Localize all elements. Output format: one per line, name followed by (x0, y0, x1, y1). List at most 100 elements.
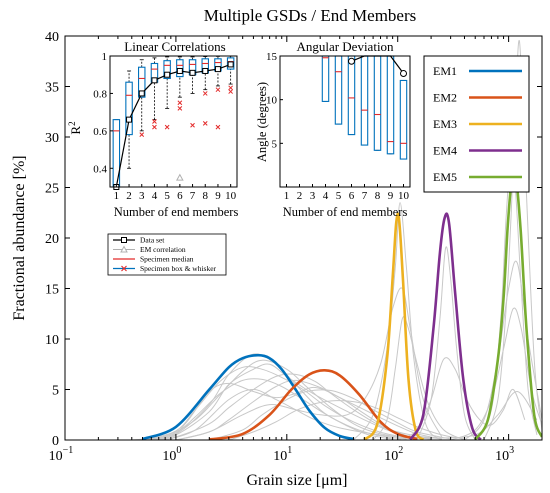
x-tick-label-0: 100 (162, 445, 181, 464)
ad-x-tick-label-10: 10 (398, 190, 410, 202)
lc-box-6 (176, 59, 184, 78)
inset-lc-ylabel-sup: 2 (67, 121, 77, 126)
y-tick-label-15: 15 (45, 283, 59, 298)
inset-ad-title: Angular Deviation (296, 39, 394, 54)
specimen-line-5 (158, 373, 442, 440)
inset-ad-frame (279, 55, 411, 188)
legend-label-em5: EM5 (433, 170, 457, 184)
ad-data-set-marker-10 (400, 69, 407, 77)
lc-x-tick-label-4: 4 (152, 190, 158, 202)
inset-legend-label-data: Data set (140, 236, 165, 245)
inset-lc-ylabel-base: R (68, 126, 83, 135)
lc-outlier-2 (152, 119, 157, 124)
specimen-line-17 (474, 155, 538, 440)
lc-outlier-11 (215, 87, 221, 93)
inset-ad-marks (321, 55, 408, 160)
series-line-em1 (142, 353, 354, 440)
lc-outlier-4 (164, 124, 170, 130)
x-axis-label: Grain size [μm] (247, 472, 348, 489)
ad-x-tick-label-6: 6 (349, 190, 355, 202)
specimen-line-9 (151, 378, 393, 440)
lc-box-5 (163, 60, 171, 80)
inset-lc-title: Linear Correlations (124, 39, 225, 54)
x-tick-label-3: 103 (495, 445, 514, 464)
inset-lc-ylabel: R2 (67, 121, 83, 134)
inset-angular-deviation: Angular Deviation Number of end members … (255, 39, 411, 219)
series-line-em4 (409, 212, 482, 440)
inset-ad-ylabel: Angle (degrees) (255, 82, 269, 162)
series-line-em2 (209, 368, 418, 440)
lc-outlier-8 (202, 121, 208, 126)
lc-em-correlation-marker (176, 173, 184, 181)
series-line-em3 (363, 212, 425, 440)
lc-outlier-10 (215, 124, 221, 130)
lc-box-2 (125, 81, 133, 136)
inset-linear-correlations: Linear Correlations Number of end member… (67, 39, 238, 219)
inset-legend-marker-emcorr (120, 245, 128, 253)
inset-lc-frame (109, 55, 238, 188)
lc-data-set-marker-5 (164, 71, 171, 78)
inset-legend-label-box: Specimen box & whisker (140, 264, 217, 273)
lc-data-set-marker-6 (176, 67, 183, 74)
main-title: Multiple GSDs / End Members (204, 6, 417, 25)
ad-data-set-marker-6 (348, 57, 355, 65)
inset-legend-label-median: Specimen median (140, 255, 194, 264)
x-tick-label-exp: 3 (509, 445, 514, 456)
inset-lc-xlabel: Number of end members (114, 205, 239, 219)
x-tick-label-2: 102 (384, 445, 403, 464)
x-tick-label-exp: 2 (398, 445, 403, 456)
lc-outlier-1 (139, 132, 145, 137)
lc-y-tick-label-0.4: 0.4 (93, 163, 107, 175)
lc-x-tick-label-3: 3 (139, 190, 145, 202)
inset-ad-background (272, 56, 410, 201)
y-tick-label-20: 20 (45, 232, 59, 247)
x-tick-label-1: 101 (273, 445, 292, 464)
x-tick-label-base: 10 (384, 449, 398, 464)
specimen-line-8 (209, 389, 451, 440)
x-tick-label-exp: 0 (176, 445, 181, 456)
lc-x-tick-label-10: 10 (225, 190, 237, 202)
lc-x-tick-label-9: 9 (215, 190, 221, 202)
x-tick-label-base: 10 (162, 449, 176, 464)
lc-x-tick-label-8: 8 (203, 190, 209, 202)
ad-x-tick-label-2: 2 (297, 190, 303, 202)
lc-y-tick-label-0.6: 0.6 (93, 126, 107, 138)
inset-lc-axes: 1 2 3 4 5 6 7 8 9 100.40.60.81 (93, 51, 236, 202)
lc-outlier-12 (228, 85, 234, 91)
legend-label-em4: EM4 (433, 144, 457, 158)
x-tick-label-−1: 10−1 (49, 445, 74, 464)
x-tick-label-exp: 1 (287, 445, 292, 456)
lc-data-set-marker-10 (227, 61, 234, 68)
inset-legend-label-emcorr: EM correlation (140, 245, 186, 254)
specimen-line-12 (175, 287, 443, 440)
y-tick-label-40: 40 (45, 30, 59, 45)
lc-outlier-5 (177, 100, 183, 106)
ad-x-tick-label-5: 5 (336, 190, 342, 202)
ad-x-tick-label-8: 8 (375, 190, 381, 202)
lc-outlier-9 (202, 91, 208, 96)
ad-x-tick-label-1: 1 (284, 190, 290, 202)
lc-y-tick-label-1: 1 (102, 51, 108, 63)
y-tick-label-35: 35 (45, 81, 59, 96)
ad-box-10 (399, 79, 408, 160)
legend-label-em3: EM3 (433, 117, 457, 131)
end-member-legend: EM1 EM2 EM3 EM4 EM5 (423, 55, 530, 193)
lc-box-10 (226, 57, 235, 70)
y-tick-label-30: 30 (45, 131, 59, 146)
ad-y-tick-label-10: 10 (266, 95, 278, 107)
specimen-line-15 (416, 246, 476, 440)
y-tick-label-10: 10 (45, 333, 59, 348)
x-tick-label-base: 10 (273, 449, 287, 464)
y-tick-label-0: 0 (52, 434, 59, 449)
ad-x-tick-label-3: 3 (310, 190, 316, 202)
x-tick-label-base: 10 (49, 449, 63, 464)
x-tick-label-exp: −1 (63, 445, 74, 456)
lc-data-set-marker-3 (138, 90, 145, 97)
lc-x-tick-label-6: 6 (177, 190, 183, 202)
lc-data-set-marker-7 (189, 69, 196, 76)
lc-x-tick-label-1: 1 (114, 190, 120, 202)
lc-x-tick-label-7: 7 (190, 190, 196, 202)
